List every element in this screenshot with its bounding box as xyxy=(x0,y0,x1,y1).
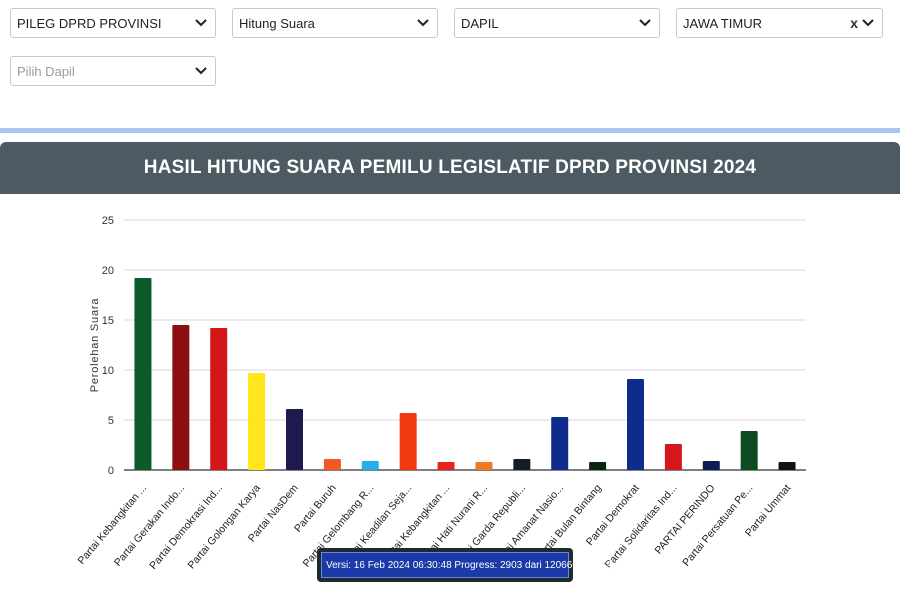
pemilu-select[interactable]: PILEG DPRD PROVINSI xyxy=(10,8,216,38)
bar xyxy=(361,461,379,470)
y-tick-label: 10 xyxy=(102,365,114,377)
y-tick-label: 25 xyxy=(102,215,114,227)
wilayah-type-select[interactable]: DAPIL xyxy=(454,8,660,38)
bar xyxy=(210,328,228,470)
y-tick-label: 0 xyxy=(108,465,114,477)
pemilu-select-value: PILEG DPRD PROVINSI xyxy=(17,15,162,31)
chevron-down-icon xyxy=(637,15,653,31)
bar xyxy=(778,462,796,470)
chevron-down-icon xyxy=(193,63,209,79)
chevron-down-icon xyxy=(415,15,431,31)
version-text: Versi: 16 Feb 2024 06:30:48 Progress: 29… xyxy=(321,552,638,578)
y-tick-label: 5 xyxy=(108,415,114,427)
bar xyxy=(664,444,682,470)
results-panel: HASIL HITUNG SUARA PEMILU LEGISLATIF DPR… xyxy=(0,142,900,600)
y-axis-label: Perolehan Suara xyxy=(89,298,101,393)
bar xyxy=(248,373,266,470)
bar xyxy=(172,325,190,470)
chevron-down-icon xyxy=(193,15,209,31)
x-tick-label: Partai Solidaritas Ind... xyxy=(603,482,680,571)
bar xyxy=(399,413,417,470)
x-tick-label: Partai Golongan Karya xyxy=(185,482,263,571)
bar xyxy=(286,409,303,470)
bar xyxy=(134,278,152,470)
bar xyxy=(475,462,493,470)
chevron-down-icon xyxy=(860,15,876,31)
mode-select-value: Hitung Suara xyxy=(239,15,315,31)
bar xyxy=(740,431,758,470)
bar xyxy=(589,462,607,470)
filter-bar: PILEG DPRD PROVINSI Hitung Suara DAPIL J… xyxy=(0,0,900,128)
bar xyxy=(551,417,569,470)
y-tick-label: 15 xyxy=(102,315,114,327)
provinsi-select-value: JAWA TIMUR xyxy=(683,15,762,31)
chart-area: 0 5 10 15 20 25 Perolehan Suara Partai Kebangki… xyxy=(0,194,900,600)
dapil-select[interactable]: Pilih Dapil xyxy=(10,56,216,86)
version-tooltip: Versi: 16 Feb 2024 06:30:48 Progress: 29… xyxy=(317,548,638,582)
bar xyxy=(323,459,341,470)
section-divider xyxy=(0,128,900,133)
panel-title: HASIL HITUNG SUARA PEMILU LEGISLATIF DPR… xyxy=(0,142,900,194)
y-tick-label: 20 xyxy=(102,265,114,277)
provinsi-select[interactable]: JAWA TIMUR x xyxy=(676,8,883,38)
bar xyxy=(627,379,644,470)
x-tick-label: Partai Demokrasi Ind... xyxy=(147,482,225,572)
x-tick-label: Partai Gerakan Indo... xyxy=(112,482,187,568)
x-tick-label: Partai Persatuan Pe... xyxy=(680,482,755,568)
mode-select[interactable]: Hitung Suara xyxy=(232,8,438,38)
bar-chart: 0 5 10 15 20 25 Perolehan Suara Partai Kebangki… xyxy=(76,215,806,572)
x-tick-label: Partai Kebangkitan ... xyxy=(76,482,150,567)
wilayah-type-select-value: DAPIL xyxy=(461,15,499,31)
dapil-select-placeholder: Pilih Dapil xyxy=(17,63,75,79)
clear-icon[interactable]: x xyxy=(850,15,858,31)
bar xyxy=(702,461,720,470)
bar xyxy=(437,462,455,470)
bar xyxy=(513,459,531,470)
